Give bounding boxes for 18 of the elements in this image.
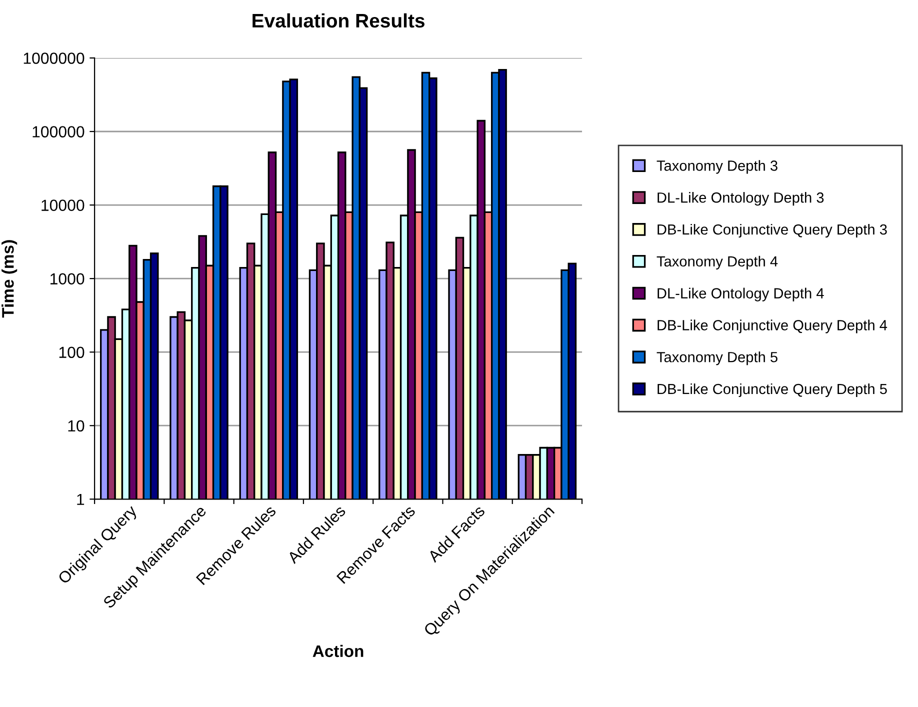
legend-label: Taxonomy Depth 5	[656, 352, 778, 366]
legend-label: DB-Like Conjunctive Query Depth 4	[658, 320, 888, 334]
legend-label: DL-Like Ontology Depth 3	[658, 192, 824, 206]
legend-label: Taxonomy Depth 3	[656, 160, 778, 174]
y-tick-label: 100	[59, 346, 84, 358]
legend-label: Taxonomy Depth 4	[656, 256, 778, 270]
y-tick-label: 1	[77, 494, 84, 505]
y-tick-label: 1000000	[24, 52, 84, 64]
y-tick-label: 10000	[42, 200, 84, 211]
legend-label: DL-Like Ontology Depth 4	[658, 288, 824, 302]
legend-label: DB-Like Conjunctive Query Depth 3	[658, 224, 887, 238]
x-axis-title: Action	[312, 644, 364, 658]
y-axis-title: Time (ms)	[2, 240, 18, 318]
chart-title: Evaluation Results	[252, 13, 424, 28]
y-tick-label: 10	[68, 420, 84, 432]
legend-label: DB-Like Conjunctive Query Depth 5	[658, 383, 887, 398]
y-tick-label: 1000	[50, 273, 84, 285]
y-tick-label: 100000	[32, 126, 84, 138]
